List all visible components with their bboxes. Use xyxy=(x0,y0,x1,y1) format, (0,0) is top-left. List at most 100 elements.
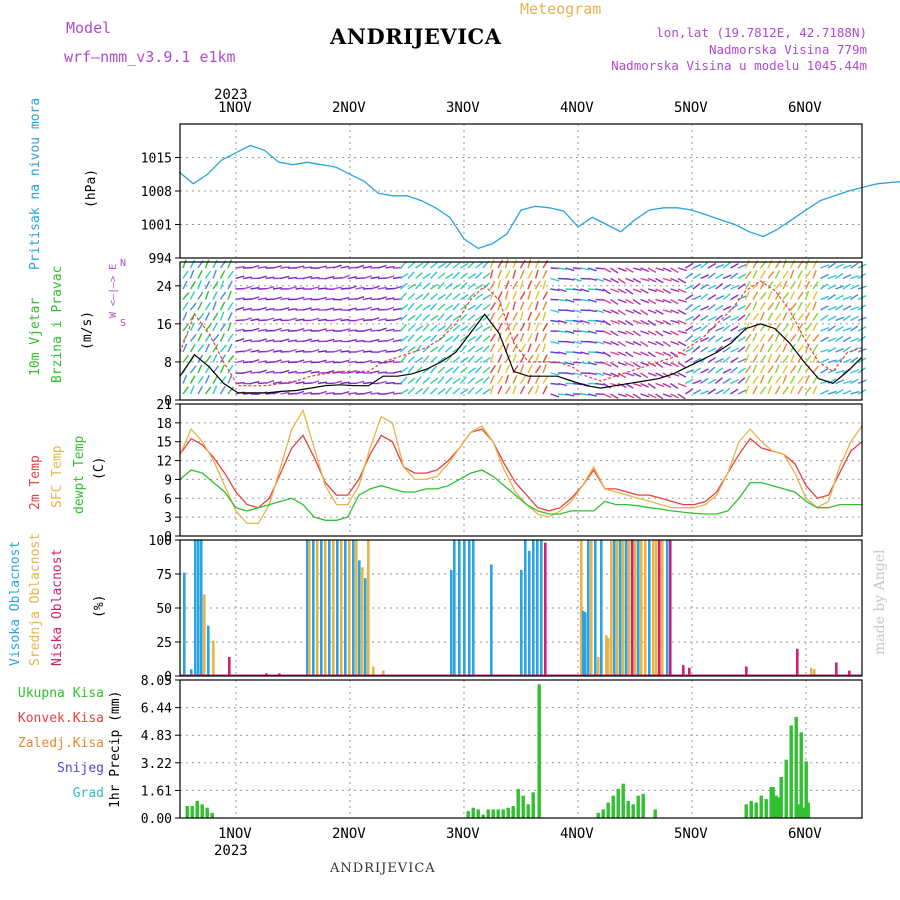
wind-barb xyxy=(820,367,829,374)
wind-barb xyxy=(197,344,205,353)
wind-barb xyxy=(317,390,327,395)
wind-barb xyxy=(550,309,560,313)
wind-barb xyxy=(827,284,837,290)
wind-barb xyxy=(707,294,717,301)
wind-barb xyxy=(610,330,619,337)
precip-frame xyxy=(179,679,863,819)
cloud-bar xyxy=(361,567,364,676)
wind-barb xyxy=(842,358,852,364)
wind-barb xyxy=(707,303,716,311)
wind-barb xyxy=(700,346,709,353)
wind-barb xyxy=(467,336,476,343)
wind-barb xyxy=(827,274,837,280)
year-label-bottom: 2023 xyxy=(214,843,248,859)
wind-barb xyxy=(744,385,750,395)
wind-barb xyxy=(355,339,365,343)
wind-barb xyxy=(542,385,548,395)
wind-barb xyxy=(632,361,641,368)
wind-barb xyxy=(430,387,438,395)
wind-barb xyxy=(722,305,732,311)
wind-barb xyxy=(774,375,782,384)
wind-barb xyxy=(842,273,852,280)
wind-barb xyxy=(430,346,439,353)
wind-barb xyxy=(670,361,679,368)
wind-barb xyxy=(617,351,627,357)
wind-barb xyxy=(227,333,234,342)
wind-barb xyxy=(655,372,664,378)
cloud-bar xyxy=(625,540,628,676)
wind-barb xyxy=(804,312,811,321)
wind-barb xyxy=(655,351,665,356)
tick-label: 9 xyxy=(164,473,172,488)
cloud-bar xyxy=(520,569,523,676)
wind-barb xyxy=(332,380,342,385)
wind-barb xyxy=(204,354,212,363)
wind-barb xyxy=(250,349,260,353)
wind-barb xyxy=(640,288,649,294)
cloud-bar xyxy=(453,540,456,676)
wind-barb xyxy=(767,271,775,279)
wind-barb xyxy=(534,365,542,374)
precip-bar xyxy=(626,800,630,818)
wind-barb xyxy=(242,339,252,343)
wind-barb xyxy=(715,345,723,353)
wind-barb xyxy=(565,267,575,272)
wind-barb xyxy=(744,322,750,332)
wind-barb xyxy=(662,309,672,313)
wind-barb xyxy=(565,361,575,366)
cloud-bar xyxy=(324,540,327,676)
wind-barb xyxy=(602,319,611,326)
wind-barb xyxy=(445,376,453,385)
precip-bar xyxy=(631,804,635,818)
wind-barb xyxy=(467,377,476,385)
wind-barb xyxy=(272,318,283,322)
wind-barb xyxy=(759,312,765,321)
wind-barb xyxy=(227,290,232,300)
wind-barb xyxy=(519,385,526,395)
wind-barb xyxy=(182,386,189,395)
cloud-bar xyxy=(661,540,664,676)
wind-barb xyxy=(182,323,190,332)
cloud-bar xyxy=(580,540,583,676)
wind-barb xyxy=(797,291,804,300)
cloud-bar xyxy=(364,578,367,676)
wind-barb xyxy=(399,323,407,332)
wind-barb xyxy=(362,391,372,395)
wind-barb xyxy=(467,367,476,374)
day-label-top: 3NOV xyxy=(446,100,480,116)
wind-barb xyxy=(804,375,810,384)
wind-barb xyxy=(407,346,416,353)
wind-barb xyxy=(497,259,504,269)
wind-barb xyxy=(407,293,416,301)
wind-barb xyxy=(189,269,195,279)
wind-barb xyxy=(527,322,531,332)
wind-barb xyxy=(385,391,395,395)
wind-barb xyxy=(295,359,305,364)
wind-barb xyxy=(812,291,818,300)
wind-barb xyxy=(512,322,517,332)
wind-frame xyxy=(179,261,863,401)
wind-barb xyxy=(812,354,818,363)
wind-barb xyxy=(310,380,320,385)
wind-barb xyxy=(212,322,218,332)
wind-barb xyxy=(527,333,533,342)
wind-barb xyxy=(542,343,546,353)
wind-barb xyxy=(400,335,409,343)
wind-barb xyxy=(685,272,694,280)
wind-barb xyxy=(655,267,665,272)
wind-barb xyxy=(774,333,780,342)
wind-barb xyxy=(400,367,409,374)
wind-barb xyxy=(730,366,738,374)
wind-barb xyxy=(219,301,226,311)
wind-barb xyxy=(527,364,533,374)
wind-barb xyxy=(542,291,549,300)
cloud-bar xyxy=(796,648,799,676)
cloud-bar xyxy=(594,540,597,676)
wind-barb xyxy=(302,369,312,374)
wind-barb xyxy=(235,338,245,343)
wind-barb xyxy=(437,294,446,301)
wind-barb xyxy=(212,281,219,290)
wind-barb xyxy=(737,283,746,290)
cloud-bar xyxy=(628,540,631,676)
wind-barb xyxy=(789,375,796,384)
